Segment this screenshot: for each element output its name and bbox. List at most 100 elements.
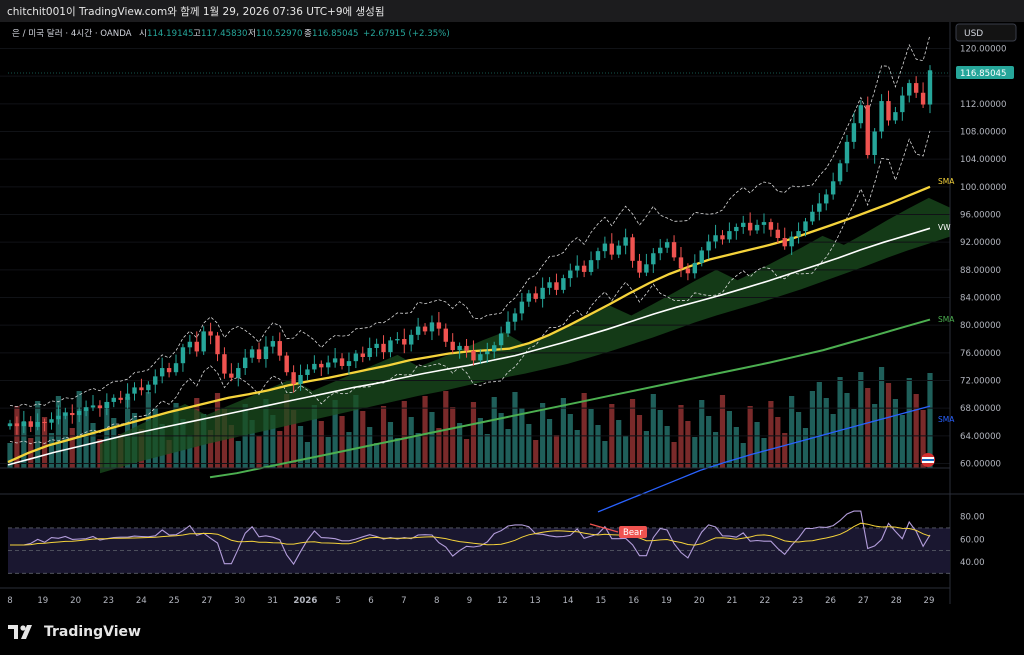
price-tick-label: 96.00000 (960, 211, 1001, 221)
candle-body (229, 373, 234, 378)
candle-body (858, 105, 864, 124)
candle-body (173, 363, 179, 373)
volume-bar (325, 437, 331, 468)
volume-bar (747, 406, 753, 468)
candle-body (381, 343, 386, 353)
price-tick-label: 112.00000 (960, 100, 1006, 110)
chart-canvas[interactable]: 은 / 미국 달러 · 4시간 · OANDA 시 114.19145 고 11… (0, 22, 1024, 612)
volume-bar (166, 440, 172, 468)
usd-button-label: USD (964, 29, 983, 39)
candle-body (256, 349, 262, 360)
candle-body (644, 264, 649, 273)
volume-bar (235, 441, 241, 468)
time-axis[interactable]: 8 19 20 23 24 25 27 30 31 2026 5 6 7 8 9 12 13 14 15 16 19 20… (7, 596, 934, 606)
candle-body (478, 354, 483, 361)
volume-bar (712, 432, 719, 468)
candle-body (159, 368, 165, 377)
candle-body (727, 231, 732, 240)
volume-bar (311, 405, 317, 468)
window-caption: chitchit001이 TradingView.com와 함께 1월 29, … (7, 6, 385, 18)
volume-bar (795, 412, 802, 468)
candle-body (844, 141, 850, 164)
rsi-tick-label: 60.00 (960, 535, 985, 545)
time-tick-label: 31 (267, 596, 278, 606)
time-tick-label: 12 (497, 596, 508, 606)
candle-body (907, 83, 912, 96)
volume-bar (588, 409, 594, 468)
volume-bar (277, 431, 283, 468)
volume-bar (692, 437, 698, 468)
time-tick-label: 5 (335, 596, 340, 606)
moving-averages (7, 185, 931, 513)
rsi-pane: 80.00 60.00 40.00 (8, 510, 985, 574)
candle-body (637, 260, 642, 273)
volume-bar (823, 398, 829, 468)
candle-body (658, 247, 663, 254)
change-value: +2.67915 (+2.35%) (363, 29, 450, 39)
us-flag-icon[interactable] (921, 453, 935, 467)
price-tick-label: 88.00000 (960, 266, 1001, 276)
volume-bar (55, 396, 62, 468)
candle-body (706, 241, 711, 251)
volume-bar (187, 435, 193, 468)
candle-body (865, 105, 870, 156)
volume-bar (249, 420, 255, 468)
close-value: 116.85045 (312, 29, 358, 39)
volume-bar (650, 394, 656, 468)
price-tick-label: 72.00000 (960, 377, 1001, 387)
volume-bar (533, 440, 539, 468)
open-label: 시 (139, 29, 147, 39)
candle-body (21, 421, 27, 427)
time-tick-label: 23 (103, 596, 114, 606)
candle-body (893, 112, 898, 121)
volume-bar (470, 402, 477, 468)
volume-bar (519, 408, 525, 468)
candle-body (837, 163, 843, 182)
tradingview-logo[interactable]: TradingView (8, 624, 141, 640)
candle-body (602, 243, 608, 252)
volume-bar (270, 415, 276, 468)
volume-bar (616, 420, 622, 468)
volume-bar (913, 394, 919, 468)
tradingview-logo-icon (8, 625, 32, 639)
volume-bar (816, 382, 822, 468)
chart-frame[interactable]: 은 / 미국 달러 · 4시간 · OANDA 시 114.19145 고 11… (0, 22, 1024, 612)
volume-bar (408, 417, 414, 468)
volume-bar (256, 436, 262, 468)
rsi-ma-line (10, 522, 931, 546)
time-tick-label: 25 (169, 596, 180, 606)
time-tick-label: 22 (759, 596, 770, 606)
time-tick-label: 19 (37, 596, 48, 606)
rsi-line (10, 510, 931, 566)
price-tick-label: 104.00000 (960, 155, 1006, 165)
volume-bar (76, 391, 82, 468)
symbol-title[interactable]: 은 / 미국 달러 · 4시간 · OANDA (12, 27, 132, 39)
price-tick-label: 60.00000 (960, 460, 1001, 470)
candle-body (236, 368, 241, 378)
volume-bar (422, 396, 428, 468)
volume-bar (678, 405, 684, 468)
volume-bar (546, 419, 553, 468)
candlesticks (7, 65, 933, 435)
envelope-bands (9, 34, 931, 445)
line-label: SMA (938, 177, 955, 186)
candle-body (803, 221, 808, 232)
volume-bar (775, 417, 781, 468)
volume-bar (353, 395, 359, 468)
candle-body (415, 326, 421, 335)
candle-body (678, 257, 684, 269)
price-axis[interactable]: 120.00000116.00000112.00000108.00000104.… (960, 45, 1006, 470)
volume-bar (623, 436, 629, 468)
candle-body (810, 211, 815, 222)
candle-body (146, 384, 151, 391)
candle-body (49, 419, 54, 423)
volume-bar (14, 406, 20, 468)
price-badge: 116.85045 (956, 66, 1014, 79)
volume-bar (643, 431, 649, 468)
volume-bar (477, 418, 483, 468)
candle-body (153, 376, 158, 385)
usd-button[interactable]: USD (955, 23, 1017, 42)
volume-bar (304, 442, 311, 468)
candle-body (422, 326, 428, 332)
low-label: 저 (248, 28, 256, 39)
